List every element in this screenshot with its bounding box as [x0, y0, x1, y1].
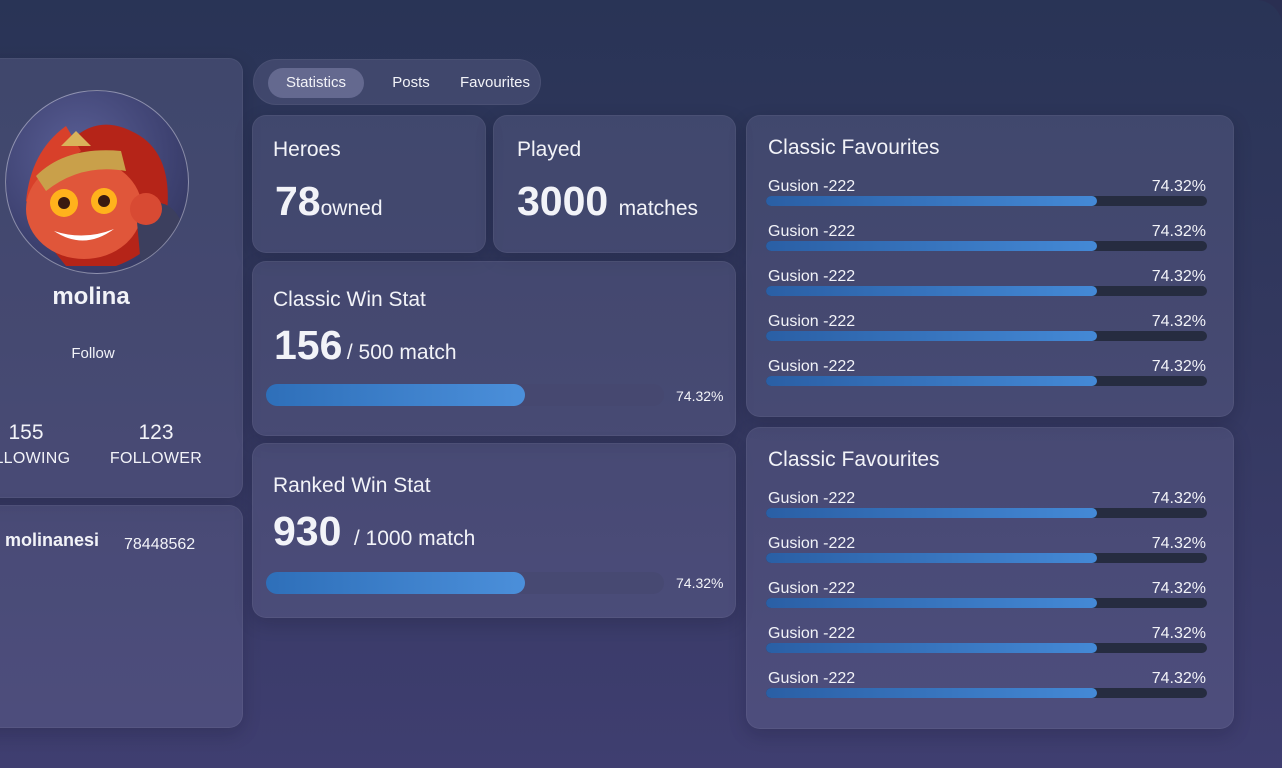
played-count: 3000	[517, 178, 609, 224]
tab-posts[interactable]: Posts	[392, 74, 430, 91]
favourite-hero-bar-fill	[766, 331, 1097, 341]
favourite-hero-bar-fill	[766, 241, 1097, 251]
favourite-hero-name: Gusion -222	[768, 490, 856, 507]
favourite-hero-name: Gusion -222	[768, 580, 856, 597]
played-title: Played	[517, 138, 582, 161]
favourite-hero-bar	[766, 286, 1207, 296]
favourite-hero-name: Gusion -222	[768, 358, 856, 375]
played-card: Played 3000 matches	[493, 115, 736, 253]
following-count: 155	[8, 421, 44, 444]
classic-win-progress-fill	[266, 384, 525, 406]
follower-count: 123	[138, 421, 174, 444]
heroes-card: Heroes 78owned	[252, 115, 486, 253]
favourite-hero-row[interactable]: Gusion -222 74.32%	[766, 358, 1207, 388]
classic-favourites-card-2: Classic Favourites Gusion -222 74.32% Gusi…	[746, 427, 1234, 729]
favourite-hero-bar	[766, 241, 1207, 251]
favourite-hero-bar-fill	[766, 553, 1097, 563]
favourite-hero-name: Gusion -222	[768, 268, 856, 285]
favourite-hero-row[interactable]: Gusion -222 74.32%	[766, 670, 1207, 700]
favourite-hero-percent: 74.32%	[1151, 535, 1206, 552]
following-label: FOLLOWING	[0, 450, 71, 467]
favourite-hero-name: Gusion -222	[768, 178, 856, 195]
favourite-hero-percent: 74.32%	[1151, 313, 1206, 330]
follower-label: FOLLOWER	[109, 450, 203, 467]
profile-user-id: 78448562	[124, 536, 196, 553]
favourite-hero-name: Gusion -222	[768, 670, 856, 687]
heroes-unit: owned	[320, 197, 383, 220]
favourite-hero-bar-fill	[766, 688, 1097, 698]
favourite-hero-name: Gusion -222	[768, 223, 856, 240]
favourite-hero-row[interactable]: Gusion -222 74.32%	[766, 625, 1207, 655]
favourite-hero-row[interactable]: Gusion -222 74.32%	[766, 268, 1207, 298]
favourite-hero-bar	[766, 598, 1207, 608]
favourite-hero-bar	[766, 196, 1207, 206]
favourite-hero-row[interactable]: Gusion -222 74.32%	[766, 490, 1207, 520]
favourites-title: Classic Favourites	[768, 136, 940, 159]
profile-details-card: molinanesi 78448562	[0, 505, 243, 728]
favourites-title: Classic Favourites	[768, 448, 940, 471]
profile-card: molina Follow 155 FOLLOWING 123 FOLLOWER	[0, 58, 243, 498]
avatar-hero-image	[26, 124, 181, 266]
played-unit: matches	[618, 197, 699, 220]
classic-win-percent: 74.32%	[676, 388, 724, 404]
avatar[interactable]	[5, 90, 189, 274]
favourite-hero-percent: 74.32%	[1151, 178, 1206, 195]
favourite-hero-percent: 74.32%	[1151, 358, 1206, 375]
favourite-hero-percent: 74.32%	[1151, 625, 1206, 642]
ranked-win-progress	[266, 572, 664, 594]
favourite-hero-percent: 74.32%	[1151, 268, 1206, 285]
ranked-win-card: Ranked Win Stat 930 / 1000 match 74.32%	[252, 443, 736, 618]
favourite-hero-bar-fill	[766, 196, 1097, 206]
favourite-hero-bar	[766, 508, 1207, 518]
heroes-title: Heroes	[273, 138, 341, 161]
ranked-win-total: / 1000 match	[353, 527, 476, 550]
ranked-win-progress-fill	[266, 572, 525, 594]
favourite-hero-bar-fill	[766, 376, 1097, 386]
favourite-hero-bar	[766, 331, 1207, 341]
favourite-hero-percent: 74.32%	[1151, 490, 1206, 507]
favourite-hero-row[interactable]: Gusion -222 74.32%	[766, 178, 1207, 208]
ranked-win-title: Ranked Win Stat	[273, 474, 431, 497]
favourite-hero-name: Gusion -222	[768, 625, 856, 642]
favourite-hero-percent: 74.32%	[1151, 580, 1206, 597]
classic-win-card: Classic Win Stat 156 / 500 match 74.32%	[252, 261, 736, 436]
favourite-hero-row[interactable]: Gusion -222 74.32%	[766, 223, 1207, 253]
favourite-hero-name: Gusion -222	[768, 313, 856, 330]
favourite-hero-bar	[766, 643, 1207, 653]
ranked-win-percent: 74.32%	[676, 575, 724, 591]
favourite-hero-name: Gusion -222	[768, 535, 856, 552]
ranked-win-count: 930	[273, 508, 342, 554]
favourite-hero-bar	[766, 688, 1207, 698]
classic-win-progress	[266, 384, 664, 406]
favourite-hero-percent: 74.32%	[1151, 223, 1206, 240]
favourite-hero-bar	[766, 553, 1207, 563]
favourite-hero-bar-fill	[766, 286, 1097, 296]
tab-statistics[interactable]: Statistics	[268, 68, 364, 98]
classic-win-count: 156	[274, 322, 343, 368]
tab-favourites[interactable]: Favourites	[459, 74, 531, 91]
profile-tabs: Statistics Posts Favourites	[253, 59, 541, 105]
classic-win-total: / 500 match	[346, 341, 457, 364]
favourite-hero-row[interactable]: Gusion -222 74.32%	[766, 313, 1207, 343]
favourite-hero-row[interactable]: Gusion -222 74.32%	[766, 535, 1207, 565]
favourite-hero-percent: 74.32%	[1151, 670, 1206, 687]
favourite-hero-bar-fill	[766, 643, 1097, 653]
favourite-hero-bar	[766, 376, 1207, 386]
heroes-count: 78	[275, 178, 321, 224]
profile-username: molina	[52, 283, 130, 310]
favourite-hero-bar-fill	[766, 508, 1097, 518]
profile-handle: molinanesi	[5, 530, 100, 550]
favourite-hero-bar-fill	[766, 598, 1097, 608]
classic-win-title: Classic Win Stat	[273, 288, 426, 311]
favourite-hero-row[interactable]: Gusion -222 74.32%	[766, 580, 1207, 610]
follow-button[interactable]: Follow	[71, 345, 115, 362]
classic-favourites-card: Classic Favourites Gusion -222 74.32% Gusi…	[746, 115, 1234, 417]
